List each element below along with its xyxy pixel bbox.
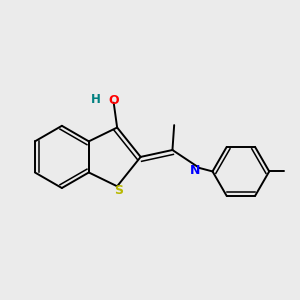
Text: O: O (108, 94, 119, 107)
Text: N: N (190, 164, 200, 177)
Text: S: S (114, 184, 123, 197)
Text: H: H (91, 93, 101, 106)
